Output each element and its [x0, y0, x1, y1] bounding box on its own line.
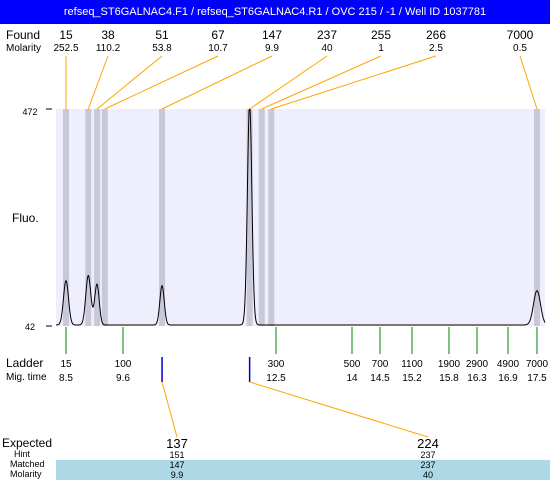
found-molarity-label: 10.7	[208, 43, 228, 54]
found-connector-line	[87, 55, 109, 110]
ladder-size-label: 1100	[401, 359, 423, 370]
found-size-label: 147	[262, 28, 282, 42]
found-peak-band	[63, 109, 69, 326]
molarity-bottom-label: Molarity	[10, 469, 42, 479]
matched-label: Matched	[10, 459, 45, 469]
fluorescence-trace	[56, 108, 546, 326]
found-molarity-label: 252.5	[53, 43, 78, 54]
found-size-label: 255	[371, 28, 391, 42]
expected-label: Expected	[2, 436, 52, 450]
ladder-size-label: 300	[268, 359, 285, 370]
fluo-label: Fluo.	[12, 211, 39, 225]
found-connector-line	[104, 55, 219, 110]
molarity-label: Molarity	[6, 43, 41, 54]
ladder-size-label: 15	[60, 359, 72, 370]
expected-size-label: 224	[417, 436, 439, 451]
plot-area	[56, 109, 545, 326]
expected-matched-label: 237	[420, 460, 435, 470]
y-tick-max: 472	[22, 107, 37, 117]
found-size-label: 38	[101, 28, 115, 42]
ladder-migtime-label: 17.5	[527, 373, 547, 384]
ladder-migtime-label: 16.9	[498, 373, 518, 384]
found-peak-band	[159, 109, 166, 326]
y-tick-min: 42	[25, 322, 35, 332]
ladder-migtime-label: 14.5	[370, 373, 390, 384]
ladder-migtime-label: 15.8	[439, 373, 459, 384]
ladder-size-label: 1900	[438, 359, 461, 370]
found-peak-band	[94, 109, 101, 326]
expected-matched-label: 147	[169, 460, 184, 470]
found-peak-band	[101, 109, 108, 326]
ladder-migtime-label: 8.5	[59, 373, 73, 384]
ladder-size-label: 100	[115, 359, 132, 370]
found-size-label: 67	[211, 28, 225, 42]
found-molarity-label: 0.5	[513, 43, 527, 54]
expected-hint-label: 237	[420, 450, 435, 460]
ladder-size-label: 700	[372, 359, 389, 370]
ladder-migtime-label: 14	[346, 373, 358, 384]
ladder-size-label: 7000	[526, 359, 549, 370]
found-size-label: 266	[426, 28, 446, 42]
found-connector-line	[261, 55, 382, 110]
found-connector-line	[271, 55, 437, 110]
ladder-migtime-label: 15.2	[402, 373, 422, 384]
expected-molarity-label: 40	[423, 470, 433, 480]
found-molarity-label: 2.5	[429, 43, 443, 54]
ladder-size-label: 4900	[497, 359, 520, 370]
ladder-size-label: 2900	[466, 359, 489, 370]
found-peak-band	[268, 109, 275, 326]
found-size-label: 51	[155, 28, 169, 42]
expected-connector-line	[249, 381, 429, 438]
found-molarity-label: 40	[321, 43, 333, 54]
expected-connector-line	[161, 381, 178, 438]
found-molarity-label: 9.9	[265, 43, 279, 54]
ladder-migtime-label: 16.3	[467, 373, 487, 384]
mig-time-label: Mig. time	[6, 372, 47, 383]
found-peak-band	[85, 109, 92, 326]
found-connector-line	[519, 55, 538, 110]
expected-hint-label: 151	[169, 450, 184, 460]
found-connector-line	[249, 55, 328, 110]
found-molarity-label: 53.8	[152, 43, 172, 54]
matched-band	[56, 460, 550, 480]
found-size-label: 7000	[507, 28, 534, 42]
ladder-size-label: 500	[344, 359, 361, 370]
ladder-label: Ladder	[6, 356, 43, 370]
hint-label: Hint	[14, 449, 31, 459]
found-peak-band	[534, 109, 540, 326]
found-peak-band	[258, 109, 265, 326]
found-size-label: 15	[59, 28, 73, 42]
ladder-migtime-label: 12.5	[266, 373, 286, 384]
found-size-label: 237	[317, 28, 337, 42]
found-molarity-label: 1	[378, 43, 384, 54]
chart-title: refseq_ST6GALNAC4.F1 / refseq_ST6GALNAC4…	[0, 0, 550, 24]
found-connector-line	[96, 55, 163, 110]
ladder-migtime-label: 9.6	[116, 373, 130, 384]
expected-molarity-label: 9.9	[171, 470, 184, 480]
expected-size-label: 137	[166, 436, 188, 451]
found-label: Found	[6, 28, 40, 42]
found-connector-line	[161, 55, 273, 110]
found-peak-band	[246, 109, 253, 326]
found-molarity-label: 110.2	[96, 43, 121, 54]
